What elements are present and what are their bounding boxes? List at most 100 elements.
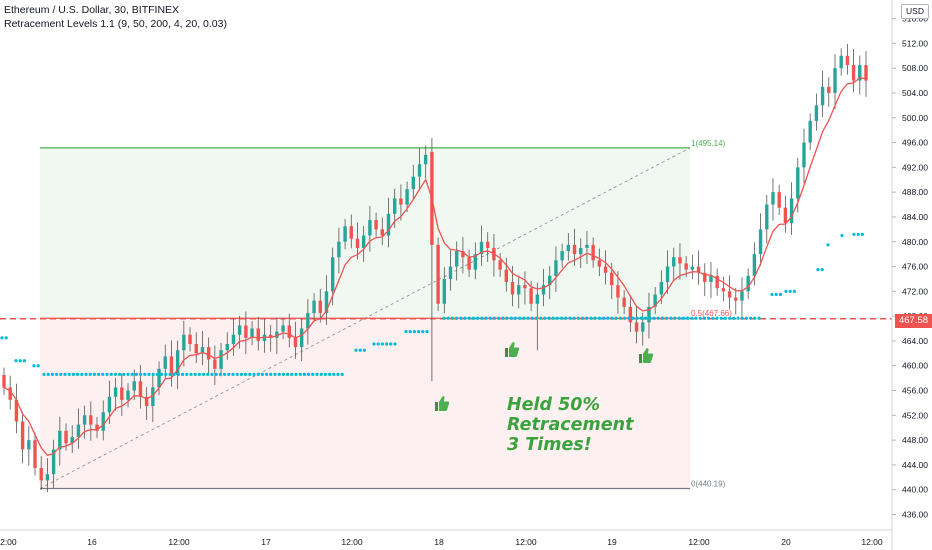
candle-body bbox=[473, 254, 478, 270]
retracement-dot bbox=[740, 316, 744, 320]
candle-body bbox=[113, 387, 118, 397]
candle-body bbox=[76, 424, 81, 438]
candle-body bbox=[39, 468, 43, 481]
retracement-dot bbox=[753, 316, 757, 320]
retracement-dot bbox=[509, 316, 513, 320]
candle-body bbox=[58, 430, 62, 450]
retracement-dot bbox=[736, 316, 740, 320]
retracement-dot bbox=[408, 330, 412, 334]
fib-label-2: 0(440.19) bbox=[691, 480, 726, 489]
currency-button[interactable]: USD bbox=[901, 4, 929, 19]
retracement-dot bbox=[319, 372, 323, 377]
retracement-dot bbox=[14, 359, 18, 363]
retracement-dot bbox=[623, 316, 627, 320]
retracement-dot bbox=[711, 316, 715, 320]
retracement-dot bbox=[63, 372, 67, 377]
retracement-dot bbox=[354, 348, 358, 352]
retracement-dot bbox=[227, 372, 231, 377]
x-tick-label: 12:00 bbox=[688, 537, 710, 547]
candle-body bbox=[306, 313, 310, 329]
retracement-dot bbox=[231, 372, 235, 377]
y-tick-label: 448.00 bbox=[902, 435, 928, 445]
candle-body bbox=[839, 55, 843, 69]
retracement-dot bbox=[0, 336, 4, 340]
y-tick-label: 512.00 bbox=[902, 38, 928, 48]
candle-body bbox=[715, 275, 719, 289]
candle-body bbox=[622, 297, 626, 307]
candle-body bbox=[293, 337, 298, 348]
candle-body bbox=[777, 192, 781, 208]
retracement-dot bbox=[665, 316, 669, 320]
retracement-dot bbox=[526, 316, 530, 320]
candle-body bbox=[151, 387, 155, 407]
annotation-line-2: Retracement bbox=[507, 415, 634, 435]
retracement-dot bbox=[656, 316, 660, 320]
retracement-dot bbox=[189, 372, 193, 377]
y-tick-label: 484.00 bbox=[902, 212, 928, 222]
retracement-dot bbox=[555, 316, 560, 320]
candle-body bbox=[231, 334, 236, 345]
candle-body bbox=[244, 325, 248, 338]
candle-body bbox=[616, 285, 620, 298]
candle-body bbox=[324, 291, 329, 314]
candle-body bbox=[194, 344, 198, 354]
retracement-dot bbox=[147, 372, 151, 377]
candle-body bbox=[864, 65, 868, 81]
retracement-dot bbox=[80, 372, 84, 377]
retracement-dot bbox=[467, 316, 471, 320]
retracement-dot bbox=[681, 316, 686, 320]
y-tick-label: 436.00 bbox=[902, 510, 928, 520]
candle-body bbox=[169, 356, 174, 376]
fib-label-1: 0.5(467.66) bbox=[691, 309, 732, 318]
candle-body bbox=[8, 387, 12, 400]
retracement-dot bbox=[606, 316, 610, 320]
retracement-dot bbox=[774, 292, 778, 297]
retracement-dot bbox=[172, 372, 176, 377]
candle-body bbox=[672, 257, 676, 267]
retracement-dot bbox=[362, 348, 366, 352]
retracement-dot bbox=[235, 372, 239, 377]
candle-body bbox=[132, 381, 136, 391]
retracement-dot bbox=[618, 316, 623, 320]
candle-body bbox=[597, 260, 602, 267]
thumbs-up-icon-1 bbox=[435, 396, 450, 411]
retracement-dot bbox=[155, 372, 159, 377]
retracement-dot bbox=[88, 372, 92, 377]
candle-body bbox=[361, 235, 366, 248]
candle-body bbox=[318, 300, 322, 314]
retracement-dot bbox=[749, 316, 753, 320]
candle-body bbox=[27, 440, 31, 450]
candle-body bbox=[727, 291, 732, 298]
candle-body bbox=[845, 55, 850, 66]
retracement-dot bbox=[404, 330, 408, 334]
retracement-dot bbox=[307, 372, 311, 377]
current-price-label: 467.58 bbox=[895, 314, 932, 328]
candle-body bbox=[380, 229, 384, 236]
retracement-dot bbox=[652, 316, 656, 320]
candle-body bbox=[182, 334, 186, 351]
retracement-dot bbox=[568, 316, 572, 320]
retracement-dot bbox=[389, 342, 393, 346]
candle-body bbox=[585, 244, 589, 248]
symbol-title: Ethereum / U.S. Dollar, 30, BITFINEX bbox=[4, 4, 180, 16]
retracement-dot bbox=[631, 316, 635, 320]
retracement-dot bbox=[76, 372, 80, 377]
retracement-dot bbox=[197, 372, 201, 377]
candle-body bbox=[783, 207, 788, 224]
retracement-dot bbox=[55, 372, 59, 377]
y-tick-label: 500.00 bbox=[902, 113, 928, 123]
retracement-dot bbox=[488, 316, 492, 320]
retracement-dot bbox=[497, 316, 501, 320]
candle-body bbox=[312, 300, 316, 314]
candle-body bbox=[461, 251, 465, 258]
retracement-dot bbox=[564, 316, 568, 320]
candle-body bbox=[163, 356, 167, 369]
candle-body bbox=[628, 306, 633, 323]
retracement-dot bbox=[530, 316, 534, 320]
x-tick-label: 20 bbox=[781, 537, 791, 547]
retracement-dot bbox=[59, 372, 63, 377]
x-tick-label: 12:00 bbox=[861, 537, 883, 547]
candle-body bbox=[144, 396, 149, 407]
candle-body bbox=[405, 189, 409, 205]
